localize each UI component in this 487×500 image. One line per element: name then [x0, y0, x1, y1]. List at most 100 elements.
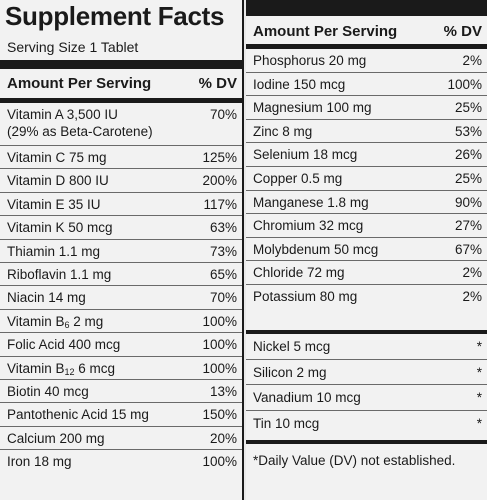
daily-value: 100%	[202, 313, 237, 329]
nutrient-name: Vitamin E 35 IU	[7, 196, 101, 212]
thick-rule	[0, 60, 242, 69]
daily-value: *	[476, 390, 482, 405]
daily-value: 100%	[447, 76, 482, 92]
nutrient-row: Zinc 8 mg 53%	[246, 120, 487, 144]
daily-value: 13%	[209, 383, 237, 399]
nutrient-row: Vanadium 10 mcg *	[246, 385, 487, 411]
nutrient-row: Phosphorus 20 mg 2%	[246, 49, 487, 73]
nutrient-row: Riboflavin 1.1 mg 65%	[0, 263, 242, 287]
daily-value: 20%	[209, 430, 237, 446]
nutrient-row: Copper 0.5 mg 25%	[246, 167, 487, 191]
daily-value: 26%	[454, 147, 482, 163]
nutrient-row: Calcium 200 mg 20%	[0, 427, 242, 451]
left-facts-panel: Supplement Facts Serving Size 1 Tablet A…	[0, 0, 244, 500]
nutrient-row: Folic Acid 400 mcg 100%	[0, 333, 242, 357]
nutrient-row: Chloride 72 mg 2%	[246, 261, 487, 285]
nutrient-row: Vitamin K 50 mcg 63%	[0, 216, 242, 240]
daily-value: 67%	[454, 241, 482, 257]
daily-value: 65%	[209, 266, 237, 282]
nutrient-name: Vitamin C 75 mg	[7, 150, 107, 165]
left-nutrient-list: Vitamin A 3,500 IU (29% as Beta-Carotene)…	[0, 103, 242, 473]
nutrient-row: Pantothenic Acid 15 mg 150%	[0, 403, 242, 427]
nutrient-name: Silicon 2 mg	[253, 364, 327, 380]
nutrient-name: Thiamin 1.1 mg	[7, 243, 101, 259]
daily-value: 73%	[209, 243, 237, 259]
nutrient-name: Molybdenum 50 mcg	[253, 241, 379, 257]
nutrient-row: Potassium 80 mg 2%	[246, 285, 487, 309]
nutrient-row: Silicon 2 mg *	[246, 360, 487, 385]
footnote-rule	[246, 440, 487, 444]
nutrient-subscript: 6	[64, 319, 70, 330]
daily-value: 150%	[202, 407, 237, 423]
right-facts-panel: Amount Per Serving % DV Phosphorus 20 mg…	[246, 0, 487, 500]
nutrient-name: Zinc 8 mg	[253, 123, 313, 139]
daily-value: 117%	[203, 196, 237, 212]
nutrient-name: Tin 10 mcg	[253, 415, 320, 431]
nutrient-row: Biotin 40 mcg 13%	[0, 380, 242, 404]
daily-value: 70%	[209, 290, 237, 306]
nutrient-row: Vitamin E 35 IU 117%	[0, 193, 242, 217]
nutrient-row: Thiamin 1.1 mg 73%	[0, 240, 242, 263]
daily-value: 53%	[454, 123, 482, 139]
nutrient-name: Potassium 80 mg	[253, 288, 358, 304]
nutrient-name: Biotin 40 mcg	[7, 383, 89, 399]
nutrient-name: Selenium 18 mcg	[253, 147, 358, 163]
daily-value: *	[476, 415, 482, 431]
daily-value: 27%	[454, 218, 482, 234]
nutrient-name: Pantothenic Acid 15 mg	[7, 407, 149, 423]
nutrient-name: Iron 18 mg	[7, 454, 72, 470]
nutrient-name: Calcium 200 mg	[7, 430, 105, 446]
nutrient-name-part: 2 mg	[69, 313, 104, 329]
daily-value: 100%	[202, 454, 237, 470]
daily-value: 25%	[454, 100, 482, 116]
nutrient-name: Vitamin B12 6 mcg	[7, 361, 115, 377]
daily-value: *	[476, 339, 482, 354]
nutrient-row: Molybdenum 50 mcg 67%	[246, 238, 487, 262]
dv-heading: % DV	[198, 75, 237, 92]
nutrient-name: Riboflavin 1.1 mg	[7, 266, 112, 282]
daily-value: 25%	[454, 170, 482, 186]
daily-value: 100%	[202, 337, 237, 353]
amount-per-serving-heading: Amount Per Serving	[253, 23, 398, 40]
daily-value: 100%	[202, 360, 237, 376]
nutrient-name: Vanadium 10 mcg	[253, 390, 361, 405]
nutrient-row: Vitamin C 75 mg 125%	[0, 146, 242, 170]
footnote: *Daily Value (DV) not established.	[253, 453, 456, 468]
medium-rule	[0, 98, 242, 103]
nutrient-name: Folic Acid 400 mcg	[7, 337, 121, 353]
daily-value: 63%	[209, 220, 237, 236]
dv-heading: % DV	[443, 23, 482, 40]
nutrient-name-part: Vitamin B	[7, 360, 65, 376]
nutrient-name: Vitamin B6 2 mg	[7, 314, 103, 330]
nutrient-name: Chromium 32 mcg	[253, 218, 364, 234]
daily-value: 125%	[202, 150, 237, 165]
amount-per-serving-heading: Amount Per Serving	[7, 75, 152, 92]
nutrient-row: Manganese 1.8 mg 90%	[246, 191, 487, 215]
nutrient-name: Vitamin K 50 mcg	[7, 220, 113, 236]
nutrient-name: Vitamin A 3,500 IU	[7, 107, 118, 122]
nutrient-name-part: Vitamin B	[7, 313, 65, 329]
nutrient-row: Nickel 5 mcg *	[246, 334, 487, 360]
nutrient-note: (29% as Beta-Carotene)	[7, 124, 153, 139]
medium-rule	[246, 44, 487, 49]
nutrient-row: Vitamin B6 2 mg 100%	[0, 310, 242, 334]
thick-rule	[246, 0, 487, 16]
nutrient-subscript: 12	[64, 366, 75, 377]
nutrient-row: Iodine 150 mcg 100%	[246, 73, 487, 97]
nutrient-name: Nickel 5 mcg	[253, 339, 331, 354]
nutrient-row: Iron 18 mg 100%	[0, 450, 242, 473]
nutrient-row: Selenium 18 mcg 26%	[246, 143, 487, 167]
nutrient-row: Vitamin A 3,500 IU (29% as Beta-Carotene)…	[0, 103, 242, 146]
daily-value: 70%	[209, 107, 237, 122]
nutrient-name: Magnesium 100 mg	[253, 100, 372, 116]
section-rule	[246, 330, 487, 334]
nutrient-name: Manganese 1.8 mg	[253, 194, 369, 210]
nutrient-row: Vitamin D 800 IU 200%	[0, 169, 242, 193]
daily-value: *	[476, 364, 482, 380]
nutrient-row: Chromium 32 mcg 27%	[246, 214, 487, 238]
nutrient-name: Phosphorus 20 mg	[253, 53, 367, 68]
daily-value: 200%	[202, 173, 237, 189]
right-nutrient-list: Phosphorus 20 mg 2% Iodine 150 mcg 100% Magn…	[246, 49, 487, 309]
nutrient-row: Magnesium 100 mg 25%	[246, 96, 487, 120]
nutrient-name: Niacin 14 mg	[7, 290, 86, 306]
